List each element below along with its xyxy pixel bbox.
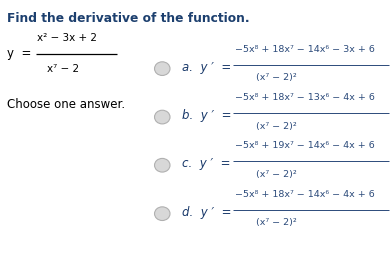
Ellipse shape: [154, 207, 170, 220]
Text: −5x⁸ + 19x⁷ − 14x⁶ − 4x + 6: −5x⁸ + 19x⁷ − 14x⁶ − 4x + 6: [235, 141, 374, 150]
Text: d.  y ′  =: d. y ′ =: [182, 206, 231, 219]
Text: a.  y ′  =: a. y ′ =: [182, 61, 231, 74]
Text: −5x⁸ + 18x⁷ − 13x⁶ − 4x + 6: −5x⁸ + 18x⁷ − 13x⁶ − 4x + 6: [235, 93, 375, 102]
Text: (x⁷ − 2)²: (x⁷ − 2)²: [256, 218, 297, 227]
Ellipse shape: [154, 159, 170, 172]
Text: y  =: y =: [7, 47, 31, 60]
Text: (x⁷ − 2)²: (x⁷ − 2)²: [256, 122, 297, 131]
Text: −5x⁸ + 18x⁷ − 14x⁶ − 3x + 6: −5x⁸ + 18x⁷ − 14x⁶ − 3x + 6: [235, 45, 375, 54]
Text: (x⁷ − 2)²: (x⁷ − 2)²: [256, 73, 297, 82]
Text: b.  y ′  =: b. y ′ =: [182, 109, 231, 122]
Ellipse shape: [154, 110, 170, 124]
Text: c.  y ′  =: c. y ′ =: [182, 157, 230, 170]
Text: Find the derivative of the function.: Find the derivative of the function.: [7, 12, 250, 25]
Ellipse shape: [154, 62, 170, 75]
Text: Choose one answer.: Choose one answer.: [7, 98, 125, 111]
Text: −5x⁸ + 18x⁷ − 14x⁶ − 4x + 6: −5x⁸ + 18x⁷ − 14x⁶ − 4x + 6: [235, 190, 374, 199]
Text: x² − 3x + 2: x² − 3x + 2: [37, 33, 97, 43]
Text: x⁷ − 2: x⁷ − 2: [47, 64, 79, 74]
Text: (x⁷ − 2)²: (x⁷ − 2)²: [256, 170, 297, 179]
